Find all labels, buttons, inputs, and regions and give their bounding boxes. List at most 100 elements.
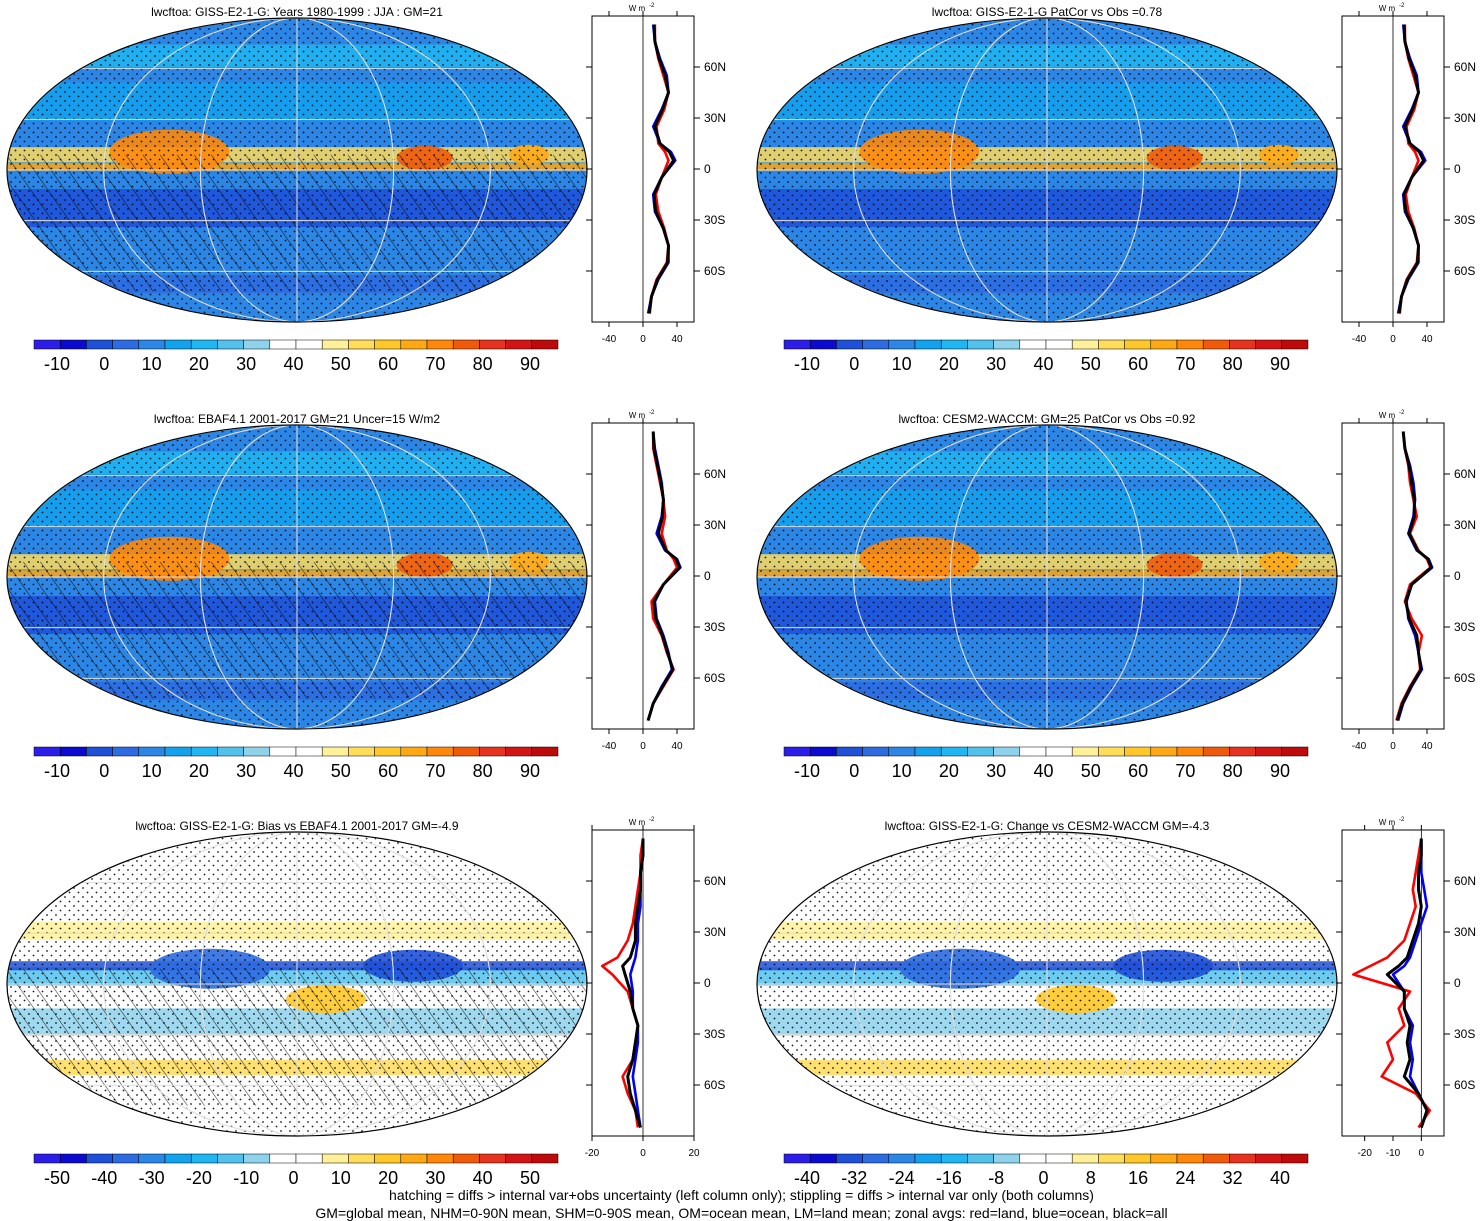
colorbar-swatch	[1229, 746, 1256, 757]
profile-lat-label: 60N	[704, 60, 726, 74]
colorbar-tick-label: 32	[1223, 1168, 1243, 1188]
profile-series-all	[647, 24, 676, 314]
map-border	[756, 424, 1338, 730]
profile-lat-label: 30S	[704, 213, 725, 227]
colorbar-tick-label: -8	[988, 1168, 1004, 1188]
profile-unit-label: W m	[629, 4, 646, 13]
colorbar-tick-label: 80	[473, 354, 493, 374]
profile-unit-label: W m	[1379, 818, 1396, 827]
profile-series-all	[1397, 24, 1426, 314]
colorbar-swatch	[348, 1153, 375, 1164]
colorbar-swatch	[1150, 1153, 1178, 1164]
graticule-lon	[853, 832, 1241, 1136]
profile-series-all	[621, 838, 645, 1128]
profile-xtick-label: -40	[1352, 741, 1367, 752]
colorbar-swatch	[1176, 339, 1204, 350]
profile-lat-label: 30N	[1454, 925, 1476, 939]
profile-lat-label: 60S	[1454, 671, 1475, 685]
colorbar-tick-label: 50	[1081, 761, 1101, 781]
profile-lat-label: 60S	[704, 671, 725, 685]
colorbar-swatch	[888, 746, 916, 757]
colorbar-swatch	[1071, 746, 1099, 757]
map-title: lwcftoa: GISS-E2-1-G: Years 1980-1999 : …	[151, 5, 443, 19]
colorbar-swatch	[940, 746, 968, 757]
profile-unit-label: W m	[1379, 4, 1396, 13]
profile-lat-label: 30N	[704, 111, 726, 125]
colorbar-swatch	[505, 746, 533, 757]
colorbar-swatch	[164, 746, 192, 757]
colorbar-tick-label: -32	[841, 1168, 867, 1188]
profile-xtick-label: -40	[602, 334, 617, 345]
graticule-lon	[199, 832, 395, 1136]
footer-line-1: hatching = diffs > internal var+obs unce…	[389, 1187, 1094, 1203]
profile-xtick-label: 20	[688, 1148, 700, 1159]
profile-xtick-label: 40	[671, 741, 683, 752]
colorbar-swatch	[295, 746, 323, 757]
colorbar-swatch	[164, 1153, 192, 1164]
graticule-lon	[199, 18, 395, 322]
colorbar-swatch	[1281, 339, 1309, 350]
colorbar-swatch	[243, 746, 271, 757]
profile-lat-label: 30N	[1454, 518, 1476, 532]
map-field	[7, 18, 587, 322]
colorbar-tick-label: 40	[473, 1168, 493, 1188]
colorbar-swatch	[531, 1153, 559, 1164]
colorbar-tick-label: -10	[233, 1168, 259, 1188]
colorbar-tick-label: 60	[1128, 761, 1148, 781]
profile-lat-label: 30S	[1454, 620, 1475, 634]
colorbar-tick-label: 40	[283, 761, 303, 781]
profile-xtick-label: -10	[1386, 1148, 1401, 1159]
colorbar-tick-label: 0	[99, 354, 109, 374]
colorbar-swatch	[1019, 1153, 1047, 1164]
colorbar-swatch	[1202, 746, 1230, 757]
profile-lat-label: 30S	[1454, 213, 1475, 227]
profile-xtick-label: -40	[1352, 334, 1367, 345]
colorbar-swatch	[809, 1153, 837, 1164]
map-border	[756, 17, 1338, 323]
colorbar-swatch	[400, 339, 428, 350]
colorbar-tick-label: 30	[236, 354, 256, 374]
profile-series-ocean	[1391, 838, 1429, 1128]
colorbar-swatch	[243, 1153, 271, 1164]
colorbar-swatch	[914, 339, 942, 350]
colorbar-tick-label: 0	[288, 1168, 298, 1188]
profile-series-land	[1398, 24, 1420, 314]
colorbar-tick-label: 40	[283, 354, 303, 374]
profile-xtick-label: 0	[1390, 334, 1396, 345]
profile-xtick-label: 0	[640, 334, 646, 345]
profile-xtick-label: -40	[602, 741, 617, 752]
colorbar-swatch	[59, 746, 87, 757]
profile-unit-exponent: -2	[649, 817, 655, 823]
profile-lat-label: 30S	[704, 1027, 725, 1041]
colorbar-swatch	[1176, 746, 1204, 757]
colorbar-swatch	[426, 1153, 454, 1164]
profile-series-land	[1395, 431, 1432, 721]
profile-xtick-label: 0	[1390, 741, 1396, 752]
profile-series-land	[1351, 838, 1432, 1129]
colorbar-tick-label: 10	[142, 761, 162, 781]
graticule-lon	[949, 832, 1145, 1136]
panel-1: lwcftoa: GISS-E2-1-G: Years 1980-1999 : …	[6, 3, 726, 374]
profile-xtick-label: 0	[640, 741, 646, 752]
colorbar-tick-label: 50	[331, 354, 351, 374]
profile-unit-label: W m	[629, 411, 646, 420]
colorbar-swatch	[321, 1153, 349, 1164]
colorbar-tick-label: 20	[939, 354, 959, 374]
colorbar-tick-label: 30	[236, 761, 256, 781]
colorbar-swatch	[914, 746, 942, 757]
colorbar-tick-label: 80	[1223, 761, 1243, 781]
colorbar-swatch	[452, 339, 480, 350]
graticule-lon	[199, 425, 395, 729]
colorbar-swatch	[993, 746, 1021, 757]
colorbar-swatch	[86, 1153, 113, 1164]
colorbar-swatch	[426, 746, 454, 757]
profile-lat-label: 30N	[1454, 111, 1476, 125]
profile-unit-exponent: -2	[1399, 410, 1405, 416]
colorbar-swatch	[112, 339, 140, 350]
map-title: lwcftoa: GISS-E2-1-G: Bias vs EBAF4.1 20…	[135, 819, 458, 833]
colorbar-swatch	[1124, 1153, 1152, 1164]
colorbar-swatch	[190, 1153, 218, 1164]
colorbar-tick-label: -40	[91, 1168, 117, 1188]
colorbar-swatch	[348, 339, 375, 350]
